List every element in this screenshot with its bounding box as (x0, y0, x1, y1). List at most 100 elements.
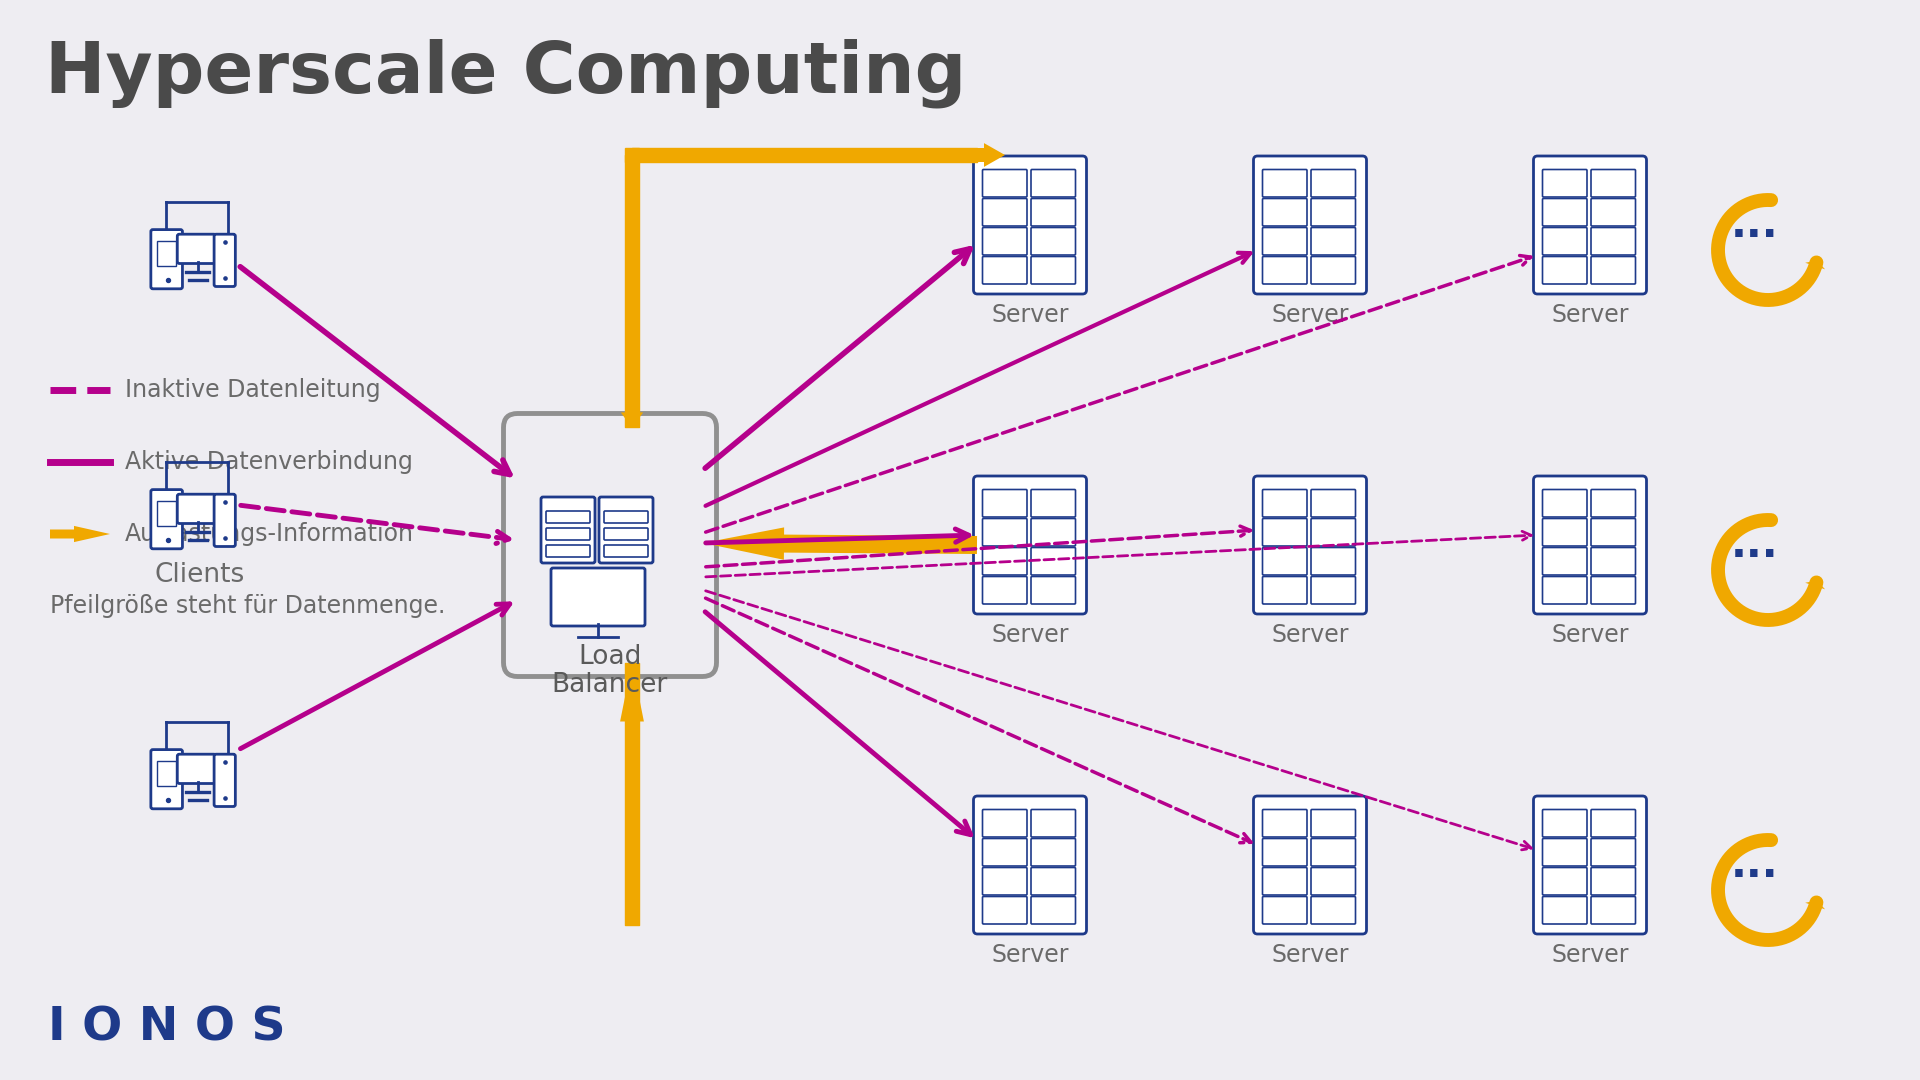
FancyBboxPatch shape (1311, 199, 1356, 226)
Text: Server: Server (1551, 943, 1628, 967)
FancyBboxPatch shape (1542, 896, 1588, 924)
FancyBboxPatch shape (152, 750, 182, 809)
FancyBboxPatch shape (541, 497, 595, 563)
FancyBboxPatch shape (983, 228, 1027, 255)
FancyBboxPatch shape (1592, 489, 1636, 517)
Bar (157, 241, 177, 266)
FancyBboxPatch shape (1311, 548, 1356, 575)
Text: Server: Server (1271, 623, 1348, 647)
FancyBboxPatch shape (983, 810, 1027, 837)
FancyBboxPatch shape (1263, 896, 1308, 924)
Text: Server: Server (1551, 303, 1628, 327)
FancyArrow shape (620, 662, 643, 926)
FancyBboxPatch shape (983, 838, 1027, 866)
FancyBboxPatch shape (1592, 170, 1636, 197)
FancyBboxPatch shape (1311, 896, 1356, 924)
FancyArrow shape (50, 526, 109, 542)
FancyBboxPatch shape (973, 476, 1087, 615)
FancyArrow shape (620, 402, 643, 428)
FancyBboxPatch shape (1263, 256, 1308, 284)
Bar (157, 760, 177, 786)
FancyBboxPatch shape (1263, 810, 1308, 837)
FancyArrow shape (1805, 901, 1826, 910)
Text: Server: Server (1271, 943, 1348, 967)
FancyBboxPatch shape (1263, 170, 1308, 197)
FancyBboxPatch shape (1031, 838, 1075, 866)
FancyBboxPatch shape (973, 156, 1087, 294)
FancyArrow shape (970, 143, 1004, 167)
Text: Server: Server (991, 623, 1069, 647)
FancyBboxPatch shape (1542, 199, 1588, 226)
FancyBboxPatch shape (177, 495, 215, 524)
FancyBboxPatch shape (1311, 867, 1356, 895)
FancyArrow shape (1805, 260, 1826, 271)
FancyBboxPatch shape (1031, 170, 1075, 197)
FancyBboxPatch shape (1542, 518, 1588, 546)
FancyBboxPatch shape (1031, 228, 1075, 255)
FancyBboxPatch shape (1263, 228, 1308, 255)
Polygon shape (626, 148, 639, 162)
FancyBboxPatch shape (1542, 256, 1588, 284)
FancyBboxPatch shape (1542, 489, 1588, 517)
Text: Aktive Datenverbindung: Aktive Datenverbindung (125, 450, 413, 474)
FancyBboxPatch shape (1311, 489, 1356, 517)
Text: Server: Server (1271, 303, 1348, 327)
Text: Server: Server (991, 303, 1069, 327)
FancyBboxPatch shape (503, 414, 716, 676)
Text: Inaktive Datenleitung: Inaktive Datenleitung (125, 378, 380, 402)
FancyBboxPatch shape (983, 896, 1027, 924)
FancyBboxPatch shape (1534, 796, 1647, 934)
FancyBboxPatch shape (1311, 256, 1356, 284)
FancyBboxPatch shape (177, 754, 215, 783)
FancyBboxPatch shape (605, 511, 649, 523)
FancyBboxPatch shape (1311, 170, 1356, 197)
Text: Auslastungs-Information: Auslastungs-Information (125, 522, 415, 546)
FancyBboxPatch shape (1592, 518, 1636, 546)
FancyBboxPatch shape (1263, 577, 1308, 604)
FancyBboxPatch shape (1254, 156, 1367, 294)
FancyBboxPatch shape (1592, 577, 1636, 604)
FancyBboxPatch shape (1311, 228, 1356, 255)
Text: Hyperscale Computing: Hyperscale Computing (44, 38, 966, 108)
Text: Balancer: Balancer (551, 672, 668, 698)
FancyBboxPatch shape (1542, 810, 1588, 837)
FancyBboxPatch shape (1031, 577, 1075, 604)
FancyBboxPatch shape (1592, 228, 1636, 255)
FancyBboxPatch shape (1031, 548, 1075, 575)
FancyBboxPatch shape (973, 796, 1087, 934)
FancyBboxPatch shape (1311, 518, 1356, 546)
FancyBboxPatch shape (983, 867, 1027, 895)
FancyBboxPatch shape (983, 199, 1027, 226)
FancyBboxPatch shape (1542, 838, 1588, 866)
FancyArrow shape (703, 527, 977, 559)
FancyBboxPatch shape (1031, 256, 1075, 284)
Text: Pfeilgröße steht für Datenmenge.: Pfeilgröße steht für Datenmenge. (50, 594, 445, 618)
FancyBboxPatch shape (1031, 518, 1075, 546)
FancyBboxPatch shape (1311, 810, 1356, 837)
Text: Server: Server (991, 943, 1069, 967)
Text: Load: Load (578, 644, 641, 670)
FancyBboxPatch shape (1542, 548, 1588, 575)
FancyBboxPatch shape (1031, 199, 1075, 226)
FancyBboxPatch shape (983, 518, 1027, 546)
Text: Clients: Clients (156, 562, 246, 588)
FancyBboxPatch shape (1542, 577, 1588, 604)
FancyBboxPatch shape (1263, 518, 1308, 546)
FancyBboxPatch shape (605, 545, 649, 557)
FancyBboxPatch shape (1592, 810, 1636, 837)
FancyBboxPatch shape (1031, 867, 1075, 895)
Text: I O N O S: I O N O S (48, 1005, 286, 1051)
FancyArrow shape (1805, 581, 1826, 591)
FancyBboxPatch shape (983, 577, 1027, 604)
FancyBboxPatch shape (1254, 796, 1367, 934)
FancyBboxPatch shape (1542, 228, 1588, 255)
FancyBboxPatch shape (1542, 170, 1588, 197)
FancyBboxPatch shape (1542, 867, 1588, 895)
FancyBboxPatch shape (599, 497, 653, 563)
FancyBboxPatch shape (1592, 199, 1636, 226)
FancyBboxPatch shape (1311, 577, 1356, 604)
FancyBboxPatch shape (1592, 867, 1636, 895)
FancyBboxPatch shape (1031, 810, 1075, 837)
FancyBboxPatch shape (152, 489, 182, 549)
FancyBboxPatch shape (1263, 838, 1308, 866)
